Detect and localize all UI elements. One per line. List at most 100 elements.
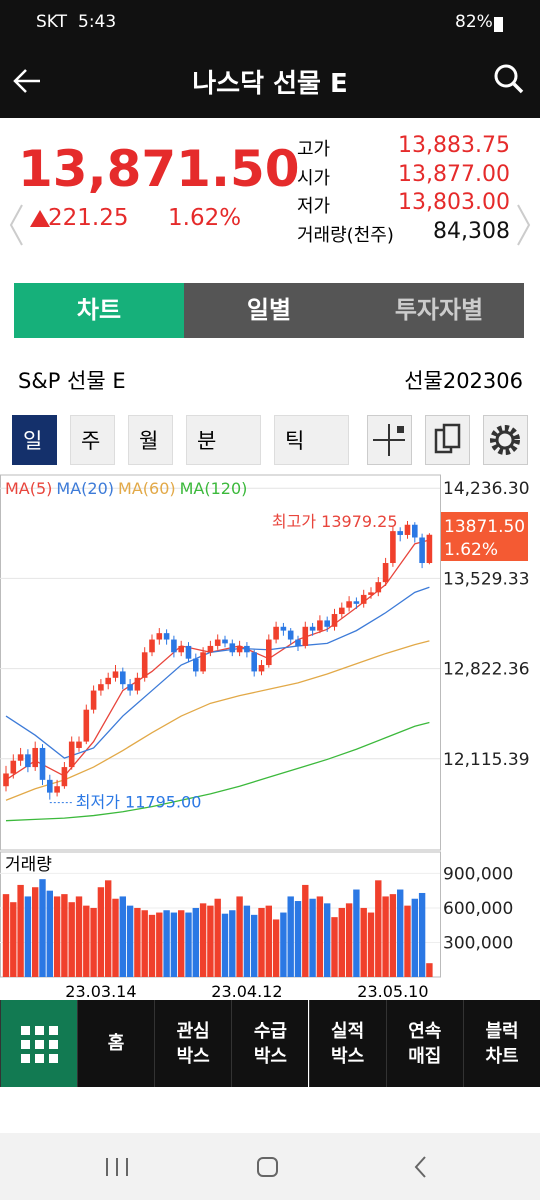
candle-body (141, 652, 148, 678)
candle-body (76, 741, 82, 748)
candle-body (339, 607, 345, 615)
volume-bar (338, 907, 345, 977)
search-button[interactable] (493, 63, 525, 95)
candle-body (390, 531, 396, 564)
candle-body (3, 773, 9, 787)
candle-body (375, 582, 382, 593)
tab[interactable]: 투자자별 (354, 283, 524, 338)
stat-label: 고가 (297, 139, 331, 160)
candle-body (200, 652, 206, 672)
candle-body (83, 709, 90, 742)
battery: 82% (455, 12, 493, 32)
nav-item[interactable]: 블럭 차트 (463, 1000, 540, 1087)
volume-bar (97, 887, 105, 977)
settings-button[interactable] (483, 415, 528, 465)
nav-item[interactable]: 관심 박스 (154, 1000, 232, 1087)
y-tick-label: 300,000 (443, 933, 513, 953)
nav-item[interactable]: 홈 (77, 1000, 154, 1087)
candle-body (368, 592, 374, 595)
candle-body (105, 677, 111, 685)
volume-bar (178, 910, 185, 977)
candle-body (331, 614, 338, 627)
candle-body (54, 786, 60, 793)
nav-label: 박스 (176, 1045, 210, 1067)
volume-bar (207, 905, 214, 977)
tab[interactable]: 일별 (184, 283, 354, 338)
copy-button[interactable] (425, 415, 470, 465)
candle-body (90, 690, 97, 710)
volume-bar (68, 902, 75, 977)
stat-label: 거래량(천주) (297, 224, 394, 246)
legend-entry: MA(60) (118, 479, 176, 498)
period-button[interactable]: 주 (70, 415, 115, 465)
volume-bar (229, 910, 236, 977)
candle-body (251, 652, 257, 672)
candle-body (317, 620, 323, 631)
volume-bar (331, 917, 338, 977)
legend-entry: MA(5) (5, 479, 52, 498)
volume-bar (316, 896, 324, 977)
header-title: 나스닥 선물 E (192, 69, 348, 99)
y-tick-label: 600,000 (443, 899, 513, 919)
volume-bar (382, 896, 389, 977)
x-tick-label: 23.04.12 (211, 982, 282, 1000)
volume-bar (24, 896, 32, 977)
candle-body (273, 626, 279, 640)
candle-body (149, 639, 155, 653)
nav-label: 연속 (408, 1020, 442, 1042)
volume-bar (53, 896, 61, 977)
x-tick-label: 23.03.14 (65, 982, 136, 1000)
contract: 선물202306 (404, 369, 523, 393)
prev-arrow[interactable] (6, 200, 26, 250)
volume-bar (32, 887, 39, 977)
nav-label: 매집 (408, 1045, 442, 1067)
volume-bar (404, 905, 411, 977)
crosshair-button[interactable] (367, 415, 412, 465)
nav-label: 실적 (331, 1020, 365, 1042)
volume-bar (214, 898, 221, 977)
candle-body (32, 747, 38, 768)
period-button[interactable]: 월 (128, 415, 173, 465)
candle-body (412, 524, 418, 538)
next-arrow[interactable] (514, 200, 534, 250)
stat-value: 84,308 (433, 218, 510, 244)
y-tick-label: 13,529.33 (443, 569, 530, 589)
period-button[interactable]: 틱 (274, 415, 349, 465)
volume-bar (236, 896, 243, 977)
candle-body (185, 645, 192, 659)
last-price: 13871.50 (444, 517, 525, 537)
nav-label: 블럭 (485, 1020, 519, 1042)
candle-body (295, 639, 301, 646)
header: 나스닥 선물 E (0, 45, 540, 118)
volume-bar (141, 910, 148, 977)
volume-bar (272, 919, 280, 977)
volume-bar (185, 912, 192, 977)
candle-body (120, 671, 126, 685)
volume-bar (258, 907, 265, 977)
candle-body (47, 779, 53, 793)
menu-button[interactable] (0, 1000, 77, 1087)
volume-bar (375, 880, 382, 977)
time: 5:43 (78, 12, 117, 32)
period-button[interactable]: 분 (186, 415, 261, 465)
back-button[interactable] (12, 65, 44, 97)
nav-label: 박스 (331, 1045, 365, 1067)
candle-body (309, 626, 316, 631)
legend-entry: MA(120) (180, 479, 248, 498)
candle-body (134, 677, 141, 691)
candle-body (17, 754, 24, 761)
volume-bar (90, 907, 97, 977)
tab[interactable]: 차트 (14, 283, 184, 338)
volume-bar (134, 907, 141, 977)
nav-item[interactable]: 수급 박스 (231, 1000, 309, 1087)
candle-body (353, 601, 360, 604)
candle-body (324, 620, 330, 627)
candle-body (127, 684, 133, 691)
y-tick-label: 12,822.36 (443, 660, 530, 680)
candle-body (419, 537, 425, 564)
period-button[interactable]: 일 (12, 415, 57, 465)
y-tick-label: 900,000 (443, 864, 513, 884)
volume-bar (39, 879, 46, 977)
